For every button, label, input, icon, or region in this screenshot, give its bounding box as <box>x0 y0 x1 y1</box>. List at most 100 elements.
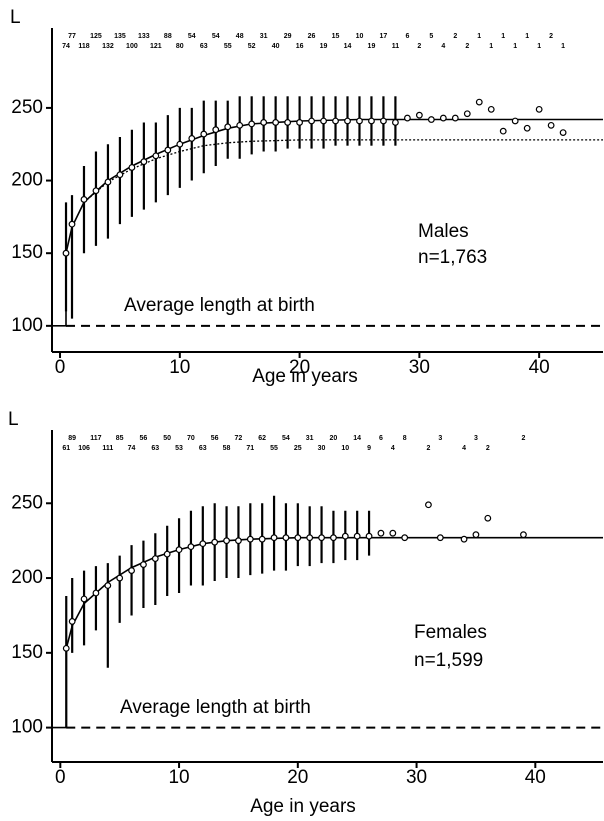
mean-point <box>62 644 70 652</box>
sample-size: 100 <box>126 43 138 50</box>
mean-point <box>187 543 195 551</box>
mean-point <box>152 152 160 160</box>
sample-total: n=1,599 <box>414 650 483 671</box>
sample-size: 1 <box>489 43 493 50</box>
sample-size: 111 <box>102 445 113 452</box>
mean-point <box>212 126 220 134</box>
mean-point <box>523 124 531 132</box>
sample-size: 80 <box>176 43 184 50</box>
mean-point <box>176 140 184 148</box>
sample-size: 77 <box>68 33 76 40</box>
sample-size: 1 <box>513 43 517 50</box>
sample-size: 10 <box>341 445 349 452</box>
sample-size: 4 <box>441 43 445 50</box>
sample-size: 1 <box>537 43 541 50</box>
mean-point <box>389 529 397 537</box>
mean-point <box>451 114 459 122</box>
mean-point <box>306 534 314 542</box>
x-tick-label: 10 <box>168 767 189 788</box>
sample-size: 61 <box>62 445 70 452</box>
y-tick-label: 200 <box>11 567 43 588</box>
mean-point <box>475 98 483 106</box>
sample-size: 14 <box>353 435 361 442</box>
mean-point <box>463 110 471 118</box>
sample-size: 19 <box>368 43 376 50</box>
y-tick-label: 150 <box>11 242 43 263</box>
y-tick-label: 100 <box>11 315 43 336</box>
sample-size: 54 <box>212 33 220 40</box>
mean-point <box>140 561 147 568</box>
sample-size: 14 <box>344 43 352 50</box>
mean-point <box>427 116 435 123</box>
sample-size: 3 <box>474 435 478 442</box>
sample-size: 19 <box>320 43 328 50</box>
sample-size: 2 <box>521 435 525 442</box>
sample-size: 29 <box>284 33 292 40</box>
sample-size: 117 <box>90 435 101 442</box>
mean-point <box>260 119 268 126</box>
y-tick-label: 150 <box>11 642 43 663</box>
mean-point <box>128 164 136 171</box>
mean-point <box>415 111 423 119</box>
sample-size: 6 <box>379 435 383 442</box>
sample-size: 4 <box>462 445 466 452</box>
sample-size: 4 <box>391 445 395 452</box>
sample-size: 2 <box>453 33 457 40</box>
sample-size: 5 <box>429 33 433 40</box>
mean-point <box>151 555 159 563</box>
y-axis-label: L <box>8 409 19 430</box>
x-tick-label: 10 <box>169 357 190 378</box>
mean-point <box>128 567 135 574</box>
fitted-curve <box>83 139 603 203</box>
x-tick-label: 30 <box>406 767 427 788</box>
mean-point <box>401 534 409 542</box>
sample-size: 2 <box>417 43 421 50</box>
sample-size: 9 <box>367 445 371 452</box>
mean-point <box>104 582 112 589</box>
x-tick-label: 20 <box>287 767 308 788</box>
sample-size: 1 <box>477 33 481 40</box>
sample-size: 48 <box>236 33 244 40</box>
y-tick-label: 200 <box>11 170 43 191</box>
mean-point <box>116 171 124 179</box>
x-axis-label: Age in years <box>252 366 358 387</box>
sample-size: 88 <box>164 33 172 40</box>
mean-point <box>535 105 543 113</box>
x-tick-label: 40 <box>529 357 550 378</box>
sample-size: 53 <box>175 445 183 452</box>
reference-label: Average length at birth <box>124 295 315 316</box>
mean-point <box>559 129 567 137</box>
mean-point <box>116 574 124 582</box>
sample-size: 11 <box>392 43 400 50</box>
mean-point <box>223 537 230 545</box>
sample-size: 74 <box>128 445 136 452</box>
sample-size: 25 <box>294 445 302 452</box>
sample-size: 26 <box>308 33 316 40</box>
mean-point <box>511 117 519 125</box>
sample-size: 56 <box>140 435 148 442</box>
group-label: Males <box>418 221 469 242</box>
mean-point <box>246 535 254 543</box>
mean-point <box>258 535 266 543</box>
mean-point <box>484 514 492 522</box>
y-tick-label: 250 <box>11 492 43 513</box>
mean-point <box>436 534 444 542</box>
sample-size: 6 <box>405 33 409 40</box>
mean-point <box>392 119 399 126</box>
mean-point <box>294 534 302 542</box>
sample-size: 2 <box>549 33 553 40</box>
sample-size: 58 <box>223 445 231 452</box>
x-tick-label: 20 <box>289 357 310 378</box>
mean-point <box>460 535 468 543</box>
mean-point <box>211 538 219 546</box>
sample-size: 132 <box>102 43 114 50</box>
x-tick-label: 40 <box>525 767 546 788</box>
mean-point <box>164 146 172 154</box>
mean-point <box>224 123 232 131</box>
sample-size: 71 <box>246 445 254 452</box>
sample-size: 10 <box>356 33 364 40</box>
mean-point <box>163 550 171 558</box>
sample-size: 40 <box>272 43 280 50</box>
